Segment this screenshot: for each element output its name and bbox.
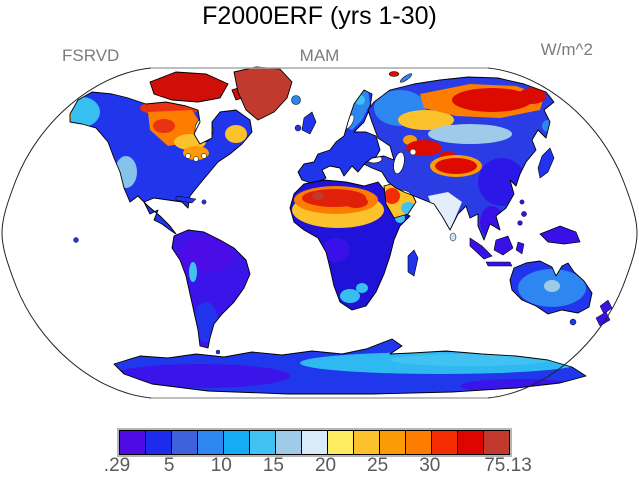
colorbar-box [353,430,379,455]
patch-siberia-red [452,88,532,112]
patch-central-canada-red [153,119,175,133]
patch-congo [322,238,350,262]
borneo [493,235,514,256]
units-label: W/m^2 [540,40,593,59]
united-kingdom [301,111,317,135]
colorbar-tick-label: 15 [262,455,284,476]
great-lake [201,153,207,159]
new-zealand-south [595,311,611,327]
colorbar-box [379,430,405,455]
colorbar-tick-label: 30 [419,455,441,476]
colorbar-box [405,430,431,455]
novaya-zemlya [399,73,413,83]
patch-india [428,192,462,230]
sumatra [469,237,493,260]
colorbar-box [301,430,327,455]
java [485,261,513,267]
colorbar-box [249,430,275,455]
sulawesi [515,241,525,255]
map-outline-right [487,67,638,399]
patch-sahara-core-e [344,196,368,208]
colorbar-box [119,430,145,455]
svalbard [388,71,400,77]
colorbar-tick-label: 20 [314,455,337,476]
hawaii [73,237,79,243]
philippines-2 [517,220,523,226]
patch-kalahari-2 [356,283,368,293]
aral-sea [409,148,417,156]
colorbar-box [223,430,249,455]
australia [509,260,593,315]
colorbar-tick-label: .29 [103,455,131,476]
tasmania [569,318,577,326]
colorbar-labels: .29 5 10 15 20 25 30 75.13 [104,455,532,479]
patch-arabia-red [384,188,400,204]
colorbar [117,428,512,457]
new-guinea [539,225,581,245]
colorbar-box [171,430,197,455]
patch-labrador [225,125,247,143]
colorbar-box [275,430,301,455]
season-label: MAM [299,46,340,65]
patch-siberia-red-e [518,88,546,104]
sri-lanka [449,232,457,242]
antarctica [113,338,587,395]
hispaniola [201,199,207,205]
iceland [291,95,301,105]
asia [363,76,555,241]
ireland [294,124,302,132]
great-lake [193,156,199,162]
variable-label: FSRVD [62,46,120,65]
colorbar-tick-label: 5 [163,455,175,476]
world-map [1,66,638,399]
taiwan [519,199,525,205]
colorbar-tick-label: 75.13 [484,455,532,476]
patch-south-siberia [428,124,512,144]
plot-title: F2000ERF (yrs 1-30) [202,2,437,30]
madagascar [407,249,419,277]
south-america [171,229,251,349]
colorbar-tick-label: 10 [210,455,232,476]
colorbar-tick-label: 25 [367,455,389,476]
colorbar-box [145,430,171,455]
patch-antarctica-violet-w [114,364,290,388]
patch-sahara-dark [312,192,324,200]
patch-antarctica-bright [390,354,550,366]
patch-australia-spot [544,280,560,292]
japan [537,147,555,179]
map-outline-left [1,67,152,399]
great-lake [185,153,191,159]
colorbar-box [457,430,483,455]
falklands [215,349,221,355]
patch-tibet-red [435,158,477,174]
colorbar-box [197,430,223,455]
new-zealand-north [599,299,613,315]
colorbar-box [483,430,510,455]
patch-andes [189,262,197,282]
cuba [175,195,197,204]
patch-russia-yellow [398,110,454,130]
patch-kalahari [340,289,360,303]
colorbar-box [327,430,353,455]
caspian-sea [393,151,405,175]
philippines-1 [521,211,527,217]
colorbar-box [431,430,457,455]
africa [289,179,411,311]
